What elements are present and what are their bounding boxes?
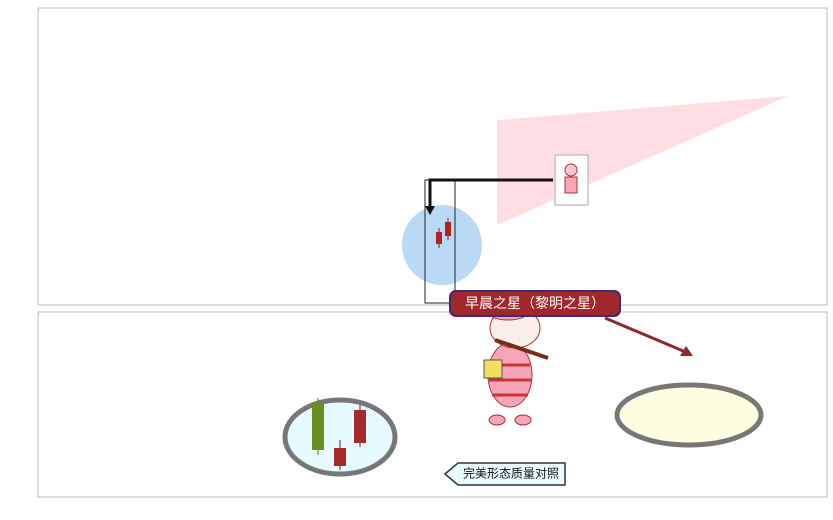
mascot-foot xyxy=(514,414,532,426)
pattern-ellipse xyxy=(614,382,764,448)
compare-box xyxy=(443,462,566,486)
annotation-text: 早晨之星（黎明之星） xyxy=(465,296,605,312)
mini-candle xyxy=(436,232,442,244)
bracket-arrow xyxy=(428,178,553,208)
sample-candle xyxy=(312,402,324,450)
upper-panel xyxy=(37,7,828,306)
annotation-arrow xyxy=(604,316,689,355)
annotation-box xyxy=(449,290,621,317)
sample-candle xyxy=(354,410,366,443)
arrow-head xyxy=(425,206,435,215)
mascot-icon xyxy=(564,176,578,194)
highlight-circle xyxy=(402,205,482,285)
mascot-flute xyxy=(494,338,549,360)
arrow-head xyxy=(680,346,693,356)
mascot-foot xyxy=(488,414,506,426)
mini-candle xyxy=(445,222,451,236)
mascot-cup xyxy=(483,359,503,379)
compare-text: 完美形态质量对照 xyxy=(463,466,559,481)
sample-candle xyxy=(334,448,346,466)
mascot-icon xyxy=(564,163,578,177)
